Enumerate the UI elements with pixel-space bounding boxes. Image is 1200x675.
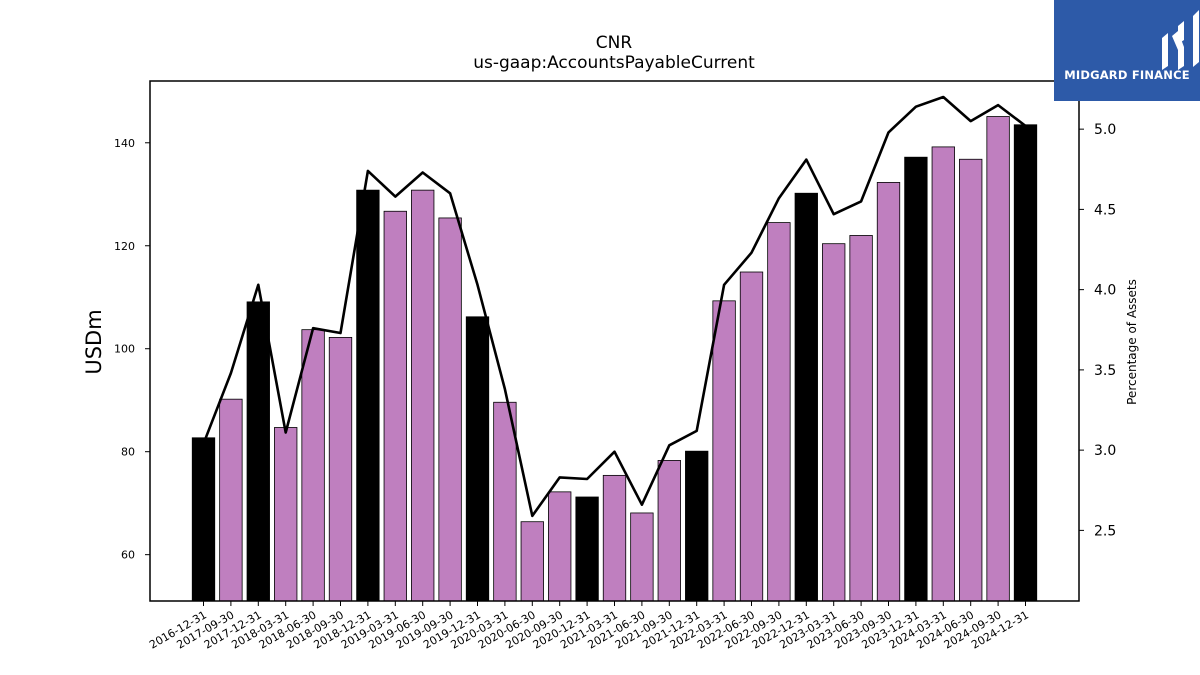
y2-tick-label: 4.0: [1094, 283, 1116, 299]
bar-2024-09-30: [986, 116, 1010, 602]
bar-2020-06-30: [520, 521, 544, 602]
logo-mark-icon: [1162, 10, 1199, 70]
percentage-line: [202, 95, 1027, 518]
bar-2017-09-30: [219, 398, 243, 602]
bar-2021-06-30: [630, 512, 654, 602]
y-tick-label: 140: [114, 137, 135, 150]
bar-2020-09-30: [548, 491, 572, 602]
y2-tick-label: 4.5: [1094, 202, 1116, 218]
y-tick-label: 120: [114, 240, 135, 253]
line-group: [202, 95, 1027, 518]
bar-2022-03-31: [712, 300, 736, 602]
bar-2019-12-31: [465, 316, 490, 602]
bar-2021-12-31: [685, 450, 709, 602]
bar-2023-12-31: [904, 156, 928, 602]
brand-logo: MIDGARD FINANCE: [1054, 0, 1200, 101]
bar-2021-09-30: [657, 460, 681, 602]
y-tick-label: 60: [121, 549, 135, 562]
bar-2023-06-30: [849, 235, 873, 602]
bar-2017-12-31: [246, 301, 270, 602]
bar-2020-12-31: [575, 496, 599, 602]
bar-2020-03-31: [493, 401, 517, 602]
y-tick-label: 100: [114, 343, 135, 356]
bar-2024-06-30: [959, 158, 983, 602]
bar-2019-06-30: [411, 189, 435, 602]
bar-2018-03-31: [274, 427, 298, 602]
logo-text: MIDGARD FINANCE: [1064, 68, 1190, 82]
bar-2022-09-30: [767, 222, 791, 602]
y2-tick-label: 3.0: [1094, 443, 1116, 459]
bar-2018-12-31: [356, 189, 380, 602]
bar-2022-06-30: [739, 271, 764, 602]
y2-tick-label: 2.5: [1094, 523, 1116, 539]
bar-2019-09-30: [438, 217, 462, 602]
y-axis-label: USDm: [82, 309, 106, 374]
y2-axis-label: Percentage of Assets: [1125, 279, 1139, 405]
bar-2018-09-30: [328, 336, 353, 602]
y2-tick-label: 5.0: [1094, 122, 1116, 138]
y-tick-label: 80: [121, 446, 135, 459]
bar-2016-12-31: [191, 437, 216, 602]
bar-2018-06-30: [301, 329, 325, 602]
bar-2024-12-31: [1013, 124, 1038, 602]
chart-title: CNR: [596, 33, 633, 53]
bar-2021-03-31: [602, 474, 627, 602]
chart-subtitle: us-gaap:AccountsPayableCurrent: [473, 53, 755, 73]
y2-tick-label: 3.5: [1094, 363, 1116, 379]
bar-2019-03-31: [383, 210, 407, 602]
bar-2022-12-31: [794, 192, 818, 602]
bar-2023-09-30: [876, 182, 901, 602]
bars-group: [191, 116, 1038, 602]
bar-2023-03-31: [822, 243, 846, 602]
bar-2024-03-31: [931, 146, 955, 602]
